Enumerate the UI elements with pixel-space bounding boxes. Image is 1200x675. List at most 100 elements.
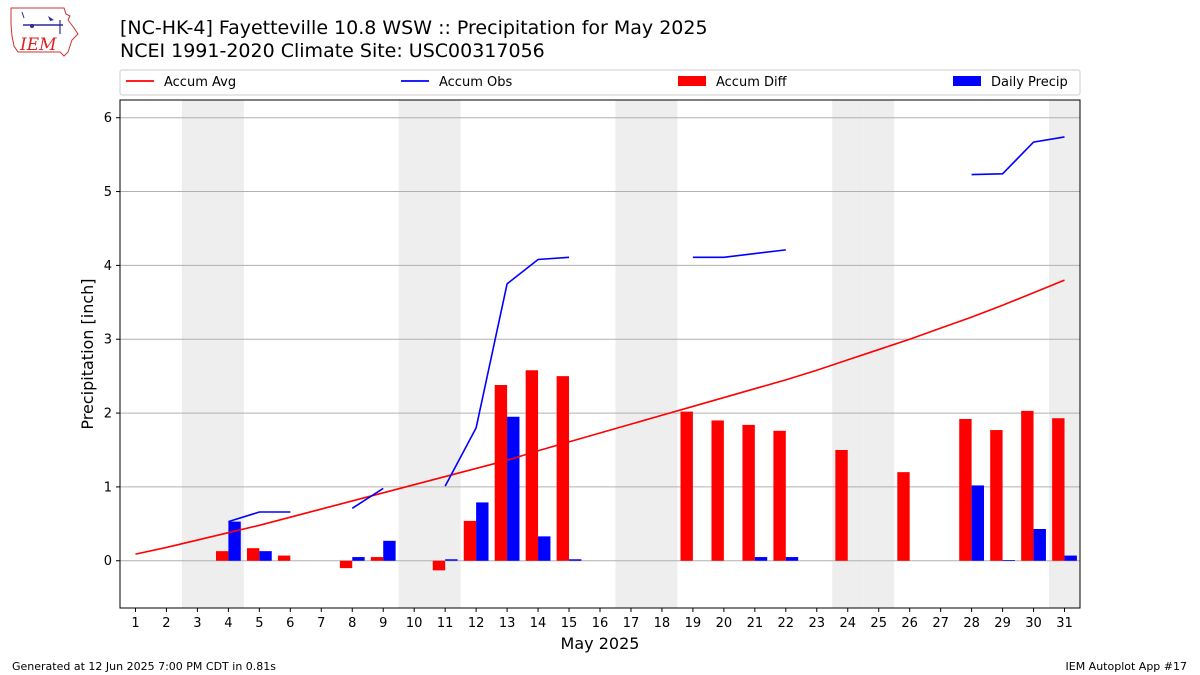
daily-precip-bar: [1033, 528, 1046, 561]
x-tick-label: 15: [561, 616, 578, 631]
accum-diff-bar: [711, 420, 724, 561]
legend-label-accum-obs: Accum Obs: [439, 75, 512, 90]
y-tick-label: 1: [104, 480, 112, 495]
y-tick-label: 2: [104, 407, 112, 422]
x-tick-label: 18: [654, 616, 671, 631]
generated-timestamp: Generated at 12 Jun 2025 7:00 PM CDT in …: [12, 660, 277, 673]
accum-diff-bar: [959, 418, 972, 561]
daily-precip-bar: [1064, 555, 1077, 561]
daily-precip-bar: [785, 557, 799, 561]
accum-diff-bar: [339, 560, 353, 569]
x-tick-label: 10: [406, 616, 423, 631]
x-tick-label: 2: [162, 616, 170, 631]
daily-precip-bar: [1002, 560, 1015, 561]
x-tick-label: 30: [1025, 616, 1042, 631]
lines: [135, 136, 1065, 555]
x-tick-label: 4: [224, 616, 232, 631]
accum-obs-line: [351, 487, 384, 509]
legend-label-accum-avg: Accum Avg: [164, 75, 236, 90]
daily-precip-bar: [476, 502, 489, 561]
accum-diff-bar: [897, 472, 910, 561]
daily-precip-bar: [228, 521, 241, 561]
legend: Accum Avg Accum Obs Accum Diff Daily Precip: [119, 69, 1081, 96]
x-tick-label: 27: [932, 616, 949, 631]
x-tick-label: 11: [437, 616, 454, 631]
x-tick-label: 6: [286, 616, 294, 631]
legend-label-accum-diff: Accum Diff: [716, 75, 788, 90]
accum-diff-bar: [835, 449, 848, 561]
x-tick-label: 17: [623, 616, 640, 631]
x-tick-label: 19: [685, 616, 702, 631]
weekend-shade-band: [615, 100, 647, 608]
grid-lines: [120, 117, 1080, 562]
accum-diff-bar: [463, 520, 477, 561]
y-tick-label: 0: [104, 554, 112, 569]
accum-diff-bar: [432, 560, 446, 571]
x-tick-label: 5: [255, 616, 263, 631]
daily-precip-bar: [259, 551, 272, 561]
accum-diff-bar: [1052, 418, 1065, 561]
x-tick-label: 23: [809, 616, 826, 631]
iem-logo: IEM: [8, 6, 80, 58]
app-credit: IEM Autoplot App #17: [1065, 660, 1188, 673]
daily-precip-bar: [507, 416, 520, 561]
x-tick-label: 14: [530, 616, 547, 631]
plot-frame: [119, 99, 1081, 609]
x-tick-label: 21: [747, 616, 764, 631]
weekend-shade-band: [863, 100, 895, 608]
y-tick-label: 4: [104, 259, 112, 274]
x-tick-label: 29: [994, 616, 1011, 631]
daily-precip-bar: [569, 559, 582, 561]
accum-obs-line: [444, 256, 570, 487]
x-tick-label: 26: [901, 616, 918, 631]
chart-subtitle: NCEI 1991-2020 Climate Site: USC00317056: [120, 40, 545, 62]
chart-title: [NC-HK-4] Fayetteville 10.8 WSW :: Preci…: [120, 17, 708, 39]
accum-diff-bar: [494, 385, 508, 561]
accum-diff-bar: [246, 548, 260, 561]
daily-precip-bar: [971, 485, 984, 561]
accum-diff-bar: [742, 424, 755, 561]
daily-precip-bar: [383, 540, 396, 561]
y-tick-label: 6: [104, 111, 112, 126]
daily-precip-bar: [352, 557, 365, 561]
accum-diff-bar: [370, 557, 384, 561]
weekend-shade-band: [181, 100, 213, 608]
y-tick-label: 5: [104, 185, 112, 200]
x-tick-label: 12: [468, 616, 485, 631]
accum-diff-bar: [773, 430, 786, 561]
x-tick-label: 3: [193, 616, 201, 631]
x-tick-label: 9: [379, 616, 387, 631]
x-tick-label: 24: [839, 616, 856, 631]
x-tick-label: 16: [592, 616, 609, 631]
accum-obs-line: [228, 511, 291, 523]
x-axis-label: May 2025: [561, 634, 640, 653]
legend-box: [119, 69, 1081, 96]
x-tick-label: 7: [317, 616, 325, 631]
x-tick-label: 1: [131, 616, 139, 631]
x-tick-label: 8: [348, 616, 356, 631]
x-tick-label: 22: [778, 616, 795, 631]
y-tick-label: 3: [104, 333, 112, 348]
x-tick-label: 13: [499, 616, 516, 631]
daily-precip-bar: [754, 557, 768, 561]
x-tick-label: 25: [870, 616, 887, 631]
x-tick-label: 31: [1056, 616, 1073, 631]
legend-swatch-daily-precip: [953, 76, 981, 86]
accum-diff-bar: [680, 411, 693, 561]
x-tick-label: 20: [716, 616, 733, 631]
accum-diff-bar: [277, 555, 291, 561]
weekend-shade-band: [646, 100, 678, 608]
accum-obs-line: [692, 249, 786, 259]
legend-label-daily-precip: Daily Precip: [991, 75, 1068, 90]
bars: [216, 370, 1077, 571]
y-axis-label: Precipitation [inch]: [78, 278, 97, 429]
accum-diff-bar: [1021, 410, 1034, 561]
svg-text:IEM: IEM: [19, 35, 57, 55]
accum-diff-bar: [990, 430, 1003, 561]
daily-precip-bar: [538, 536, 551, 561]
accum-avg-line: [135, 279, 1065, 555]
accum-diff-bar: [525, 370, 539, 561]
legend-swatch-accum-diff: [678, 76, 706, 86]
